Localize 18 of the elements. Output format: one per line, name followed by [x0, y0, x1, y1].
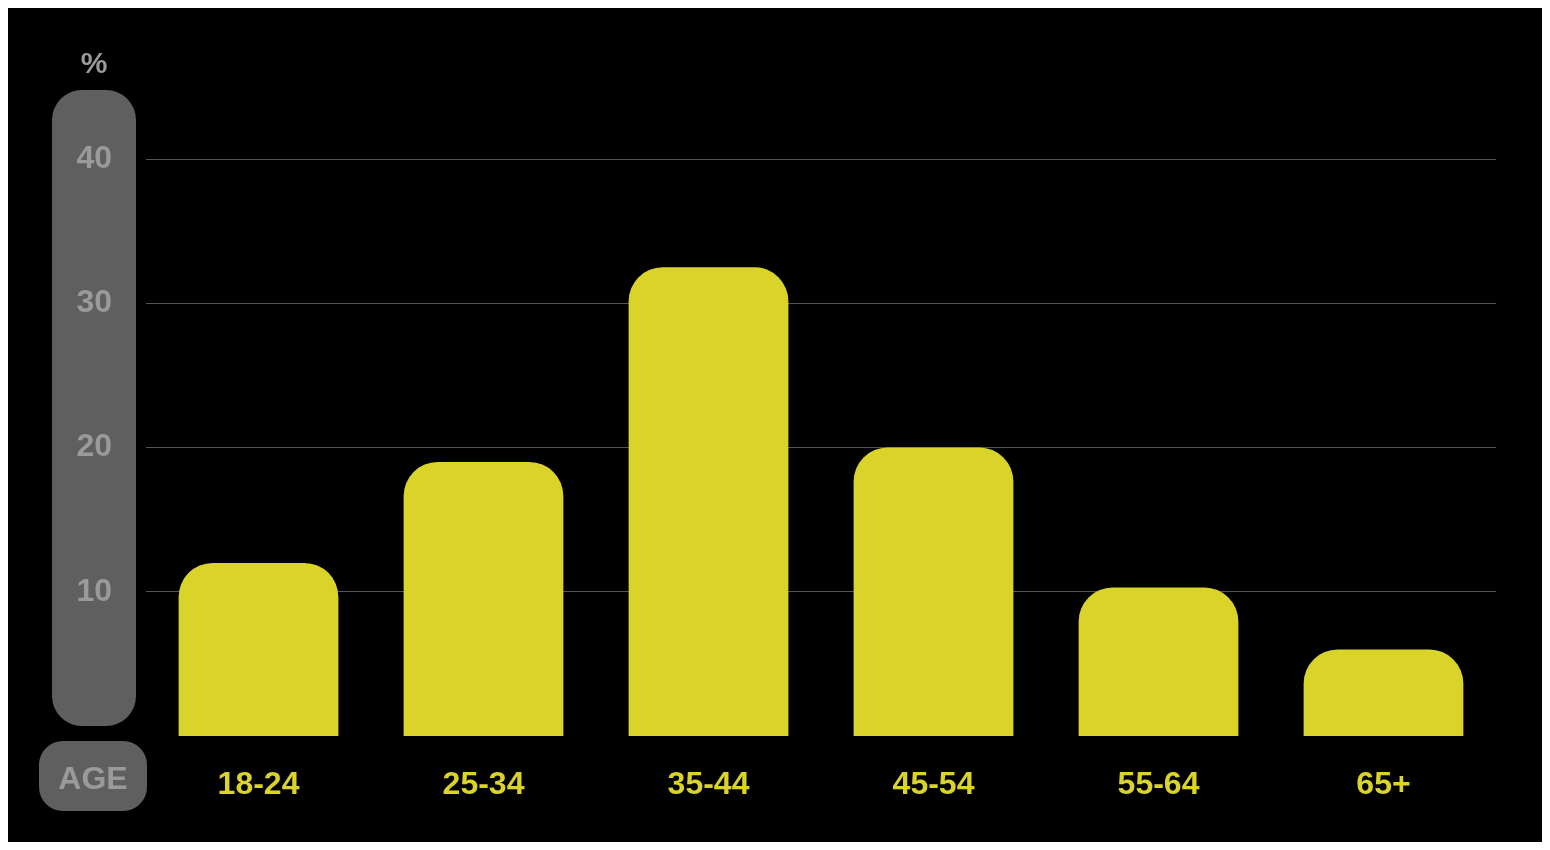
- x-tick-label: 45-54: [892, 765, 975, 802]
- y-tick-label: 30: [76, 283, 112, 320]
- bar: [628, 267, 789, 736]
- x-tick-label: 25-34: [442, 765, 525, 802]
- y-tick-label: 10: [76, 571, 112, 608]
- x-tick-label: 18-24: [217, 765, 300, 802]
- y-tick-label: 40: [76, 138, 112, 175]
- y-tick-label: 20: [76, 427, 112, 464]
- bar: [853, 447, 1014, 736]
- bar: [1303, 649, 1464, 736]
- bar: [1078, 587, 1239, 736]
- x-tick-label: 35-44: [667, 765, 750, 802]
- x-axis-title: AGE: [57, 760, 129, 797]
- x-tick-label: 55-64: [1117, 765, 1200, 802]
- bar: [403, 461, 564, 736]
- x-tick-label: 65+: [1356, 765, 1411, 802]
- bar: [178, 562, 339, 736]
- y-axis-title: %: [79, 46, 109, 80]
